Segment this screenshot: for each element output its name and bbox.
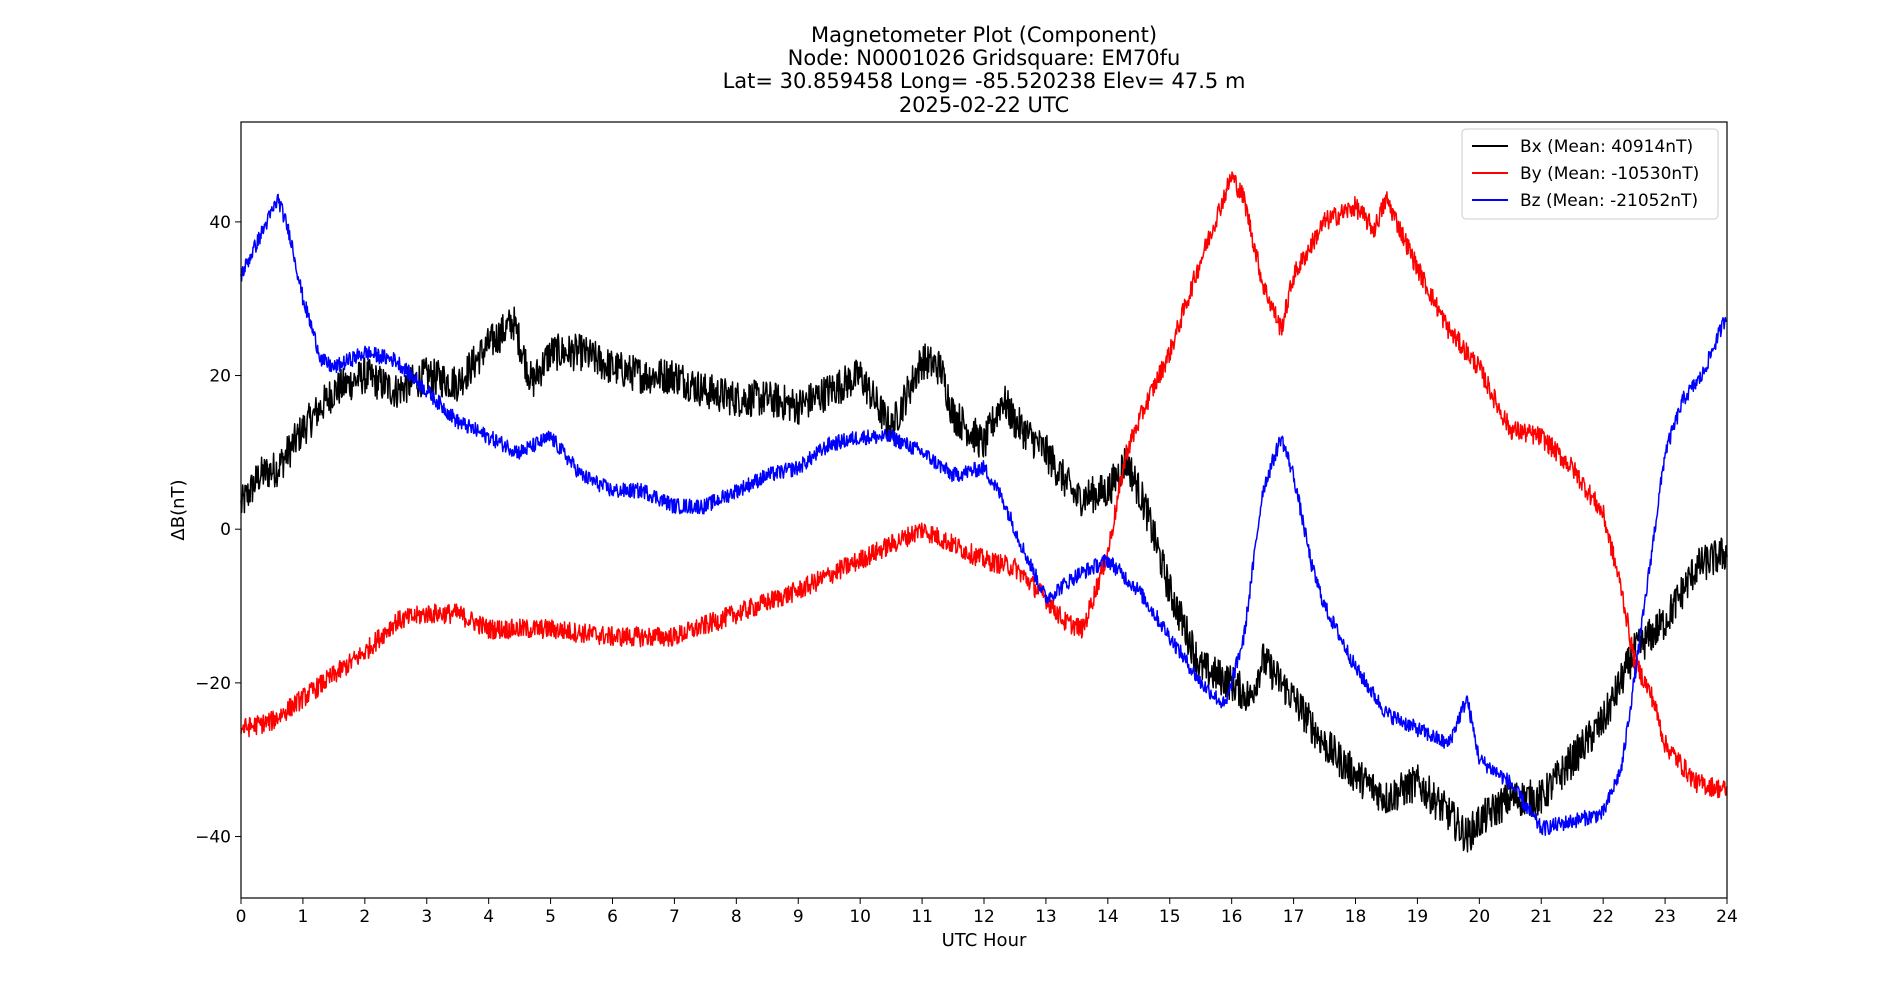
y-tick-label: 40 (209, 213, 231, 233)
x-tick-label: 2 (359, 907, 370, 927)
title-line-2: Node: N0001026 Gridsquare: EM70fu (788, 46, 1181, 70)
x-tick-label: 20 (1469, 907, 1491, 927)
x-tick-label: 19 (1407, 907, 1429, 927)
y-tick-label: 0 (220, 520, 231, 540)
series-lines (240, 171, 1728, 853)
x-tick-label: 24 (1716, 907, 1738, 927)
y-axis-label: ΔB(nT) (168, 479, 189, 540)
x-tick-label: 12 (973, 907, 995, 927)
legend-label-3: Bz (Mean: -21052nT) (1520, 191, 1698, 211)
x-tick-label: 21 (1530, 907, 1552, 927)
x-tick-label: 7 (669, 907, 680, 927)
y-tick-label: −40 (195, 828, 231, 848)
y-axis: −40 −20 0 20 40 (195, 213, 241, 848)
x-axis: 0 1 2 3 4 5 6 7 8 9 10 11 12 13 14 15 16 17 18 19 20 21 22 23 24 (236, 898, 1738, 927)
series-line-1 (240, 306, 1728, 853)
x-tick-label: 3 (421, 907, 432, 927)
x-tick-label: 10 (849, 907, 871, 927)
x-tick-label: 0 (236, 907, 247, 927)
x-axis-label: UTC Hour (942, 930, 1027, 951)
x-tick-label: 22 (1592, 907, 1614, 927)
title-line-3: Lat= 30.859458 Long= -85.520238 Elev= 47… (723, 69, 1246, 93)
title-line-1: Magnetometer Plot (Component) (811, 23, 1157, 47)
legend-box (1461, 128, 1719, 220)
x-tick-label: 18 (1345, 907, 1367, 927)
legend-label-2: By (Mean: -10530nT) (1520, 164, 1699, 184)
x-tick-label: 15 (1159, 907, 1181, 927)
x-tick-label: 16 (1221, 907, 1243, 927)
legend: Bx (Mean: 40914nT) By (Mean: -10530nT) Bz … (1461, 128, 1719, 220)
x-tick-label: 13 (1035, 907, 1057, 927)
x-tick-label: 8 (731, 907, 742, 927)
x-tick-label: 17 (1283, 907, 1305, 927)
x-tick-label: 1 (298, 907, 309, 927)
legend-label-1: Bx (Mean: 40914nT) (1520, 137, 1693, 157)
x-tick-label: 23 (1654, 907, 1676, 927)
series-line-3 (240, 193, 1728, 836)
x-tick-label: 14 (1097, 907, 1119, 927)
y-tick-label: −20 (195, 674, 231, 694)
x-tick-label: 4 (483, 907, 494, 927)
series-line-2 (240, 171, 1728, 799)
chart-title: Magnetometer Plot (Component) Node: N000… (723, 23, 1246, 117)
x-tick-label: 9 (793, 907, 804, 927)
x-tick-label: 5 (545, 907, 556, 927)
x-tick-label: 6 (607, 907, 618, 927)
plot-frame (240, 121, 1728, 899)
x-tick-label: 11 (911, 907, 933, 927)
title-line-4: 2025-02-22 UTC (899, 93, 1069, 117)
y-tick-label: 20 (209, 367, 231, 387)
